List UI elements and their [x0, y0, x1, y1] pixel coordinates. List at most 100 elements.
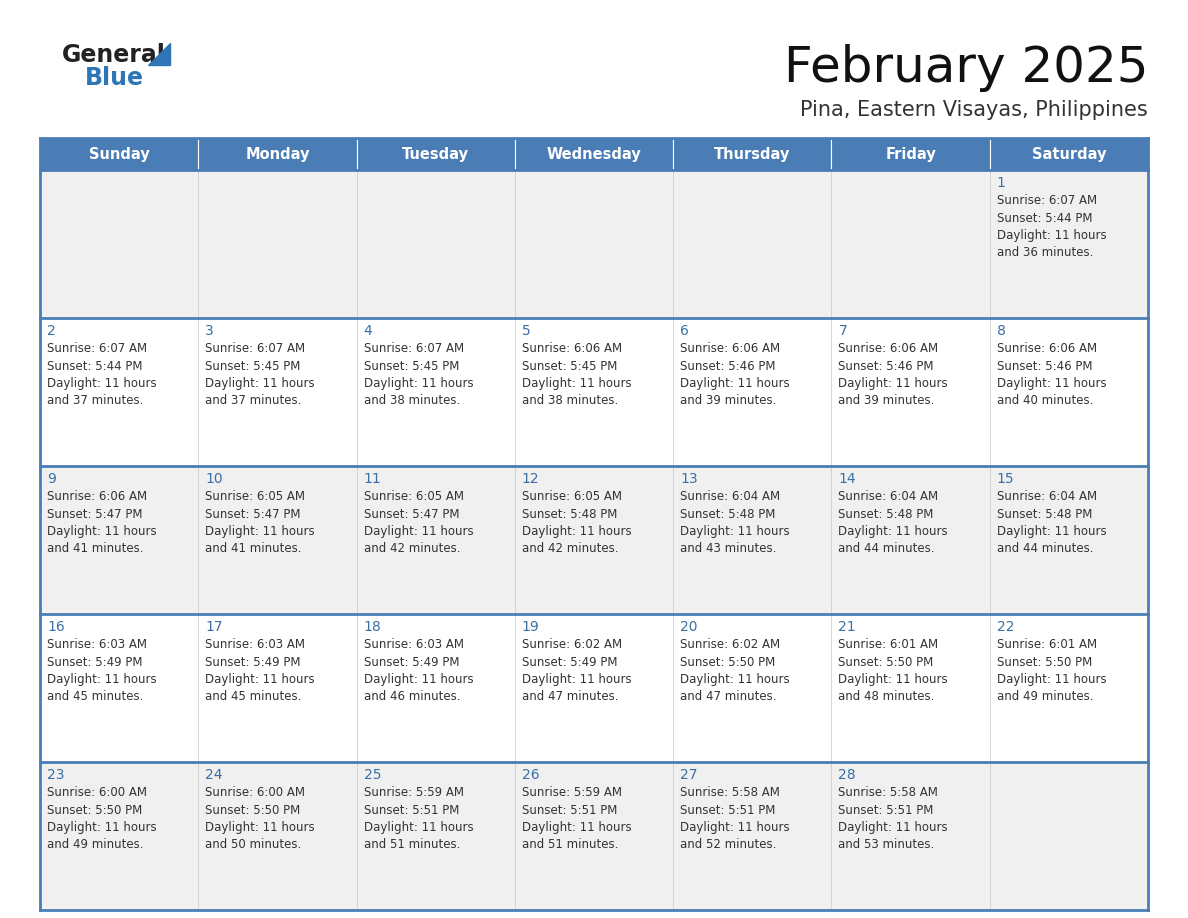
Text: Daylight: 11 hours: Daylight: 11 hours	[48, 821, 157, 834]
Text: 24: 24	[206, 768, 223, 782]
Text: 11: 11	[364, 472, 381, 486]
Text: and 45 minutes.: and 45 minutes.	[206, 690, 302, 703]
Text: 21: 21	[839, 620, 857, 634]
Text: and 44 minutes.: and 44 minutes.	[839, 543, 935, 555]
Text: Daylight: 11 hours: Daylight: 11 hours	[364, 821, 473, 834]
Text: Sunrise: 6:06 AM: Sunrise: 6:06 AM	[839, 342, 939, 355]
Bar	[990, 318, 1148, 466]
Bar	[990, 138, 1148, 170]
Text: Sunrise: 6:05 AM: Sunrise: 6:05 AM	[206, 490, 305, 503]
Text: Sunset: 5:50 PM: Sunset: 5:50 PM	[206, 803, 301, 816]
Text: Sunset: 5:45 PM: Sunset: 5:45 PM	[522, 360, 618, 373]
Text: Sunrise: 5:58 AM: Sunrise: 5:58 AM	[839, 786, 939, 799]
Text: and 53 minutes.: and 53 minutes.	[839, 838, 935, 852]
Text: Sunrise: 5:58 AM: Sunrise: 5:58 AM	[681, 786, 781, 799]
Text: and 51 minutes.: and 51 minutes.	[522, 838, 618, 852]
Bar	[990, 762, 1148, 910]
Bar	[990, 170, 1148, 318]
Text: Sunrise: 6:05 AM: Sunrise: 6:05 AM	[364, 490, 463, 503]
Text: Daylight: 11 hours: Daylight: 11 hours	[364, 525, 473, 538]
Text: 23: 23	[48, 768, 64, 782]
Text: 1: 1	[997, 176, 1005, 190]
Bar	[198, 170, 356, 318]
Text: and 45 minutes.: and 45 minutes.	[48, 690, 144, 703]
Text: Sunrise: 6:04 AM: Sunrise: 6:04 AM	[681, 490, 781, 503]
Text: Sunrise: 6:03 AM: Sunrise: 6:03 AM	[206, 638, 305, 651]
Text: and 41 minutes.: and 41 minutes.	[48, 543, 144, 555]
Text: and 39 minutes.: and 39 minutes.	[681, 395, 777, 408]
Text: Sunrise: 6:04 AM: Sunrise: 6:04 AM	[997, 490, 1097, 503]
Bar	[514, 614, 674, 762]
Text: 15: 15	[997, 472, 1015, 486]
Text: Sunset: 5:48 PM: Sunset: 5:48 PM	[522, 508, 618, 521]
Text: 22: 22	[997, 620, 1015, 634]
Bar	[40, 318, 198, 466]
Text: and 49 minutes.: and 49 minutes.	[48, 838, 144, 852]
Text: Sunset: 5:49 PM: Sunset: 5:49 PM	[206, 655, 301, 668]
Text: 7: 7	[839, 324, 847, 338]
Text: and 46 minutes.: and 46 minutes.	[364, 690, 460, 703]
Bar	[198, 318, 356, 466]
Text: 4: 4	[364, 324, 372, 338]
Text: Daylight: 11 hours: Daylight: 11 hours	[681, 673, 790, 686]
Text: Daylight: 11 hours: Daylight: 11 hours	[206, 673, 315, 686]
Text: Sunrise: 6:07 AM: Sunrise: 6:07 AM	[48, 342, 147, 355]
Text: and 43 minutes.: and 43 minutes.	[681, 543, 777, 555]
Text: Sunset: 5:49 PM: Sunset: 5:49 PM	[364, 655, 459, 668]
Text: and 42 minutes.: and 42 minutes.	[522, 543, 619, 555]
Text: Daylight: 11 hours: Daylight: 11 hours	[206, 525, 315, 538]
Text: 17: 17	[206, 620, 223, 634]
Text: Sunset: 5:48 PM: Sunset: 5:48 PM	[997, 508, 1092, 521]
Text: 20: 20	[681, 620, 697, 634]
Text: 27: 27	[681, 768, 697, 782]
Bar	[356, 762, 514, 910]
Bar	[356, 466, 514, 614]
Text: 28: 28	[839, 768, 857, 782]
Text: Sunset: 5:50 PM: Sunset: 5:50 PM	[997, 655, 1092, 668]
Text: Daylight: 11 hours: Daylight: 11 hours	[48, 377, 157, 390]
Text: Daylight: 11 hours: Daylight: 11 hours	[839, 377, 948, 390]
Text: Daylight: 11 hours: Daylight: 11 hours	[839, 525, 948, 538]
Bar	[356, 318, 514, 466]
Text: Sunset: 5:50 PM: Sunset: 5:50 PM	[681, 655, 776, 668]
Text: and 41 minutes.: and 41 minutes.	[206, 543, 302, 555]
Text: and 38 minutes.: and 38 minutes.	[364, 395, 460, 408]
Text: 9: 9	[48, 472, 56, 486]
Text: Friday: Friday	[885, 147, 936, 162]
Text: Daylight: 11 hours: Daylight: 11 hours	[681, 821, 790, 834]
Text: and 52 minutes.: and 52 minutes.	[681, 838, 777, 852]
Text: Sunset: 5:51 PM: Sunset: 5:51 PM	[681, 803, 776, 816]
Text: Sunset: 5:46 PM: Sunset: 5:46 PM	[681, 360, 776, 373]
Text: Daylight: 11 hours: Daylight: 11 hours	[522, 525, 632, 538]
Text: 13: 13	[681, 472, 697, 486]
Text: Sunrise: 6:07 AM: Sunrise: 6:07 AM	[997, 194, 1097, 207]
Text: Sunrise: 6:06 AM: Sunrise: 6:06 AM	[997, 342, 1097, 355]
Bar	[832, 614, 990, 762]
Text: 18: 18	[364, 620, 381, 634]
Text: Sunset: 5:50 PM: Sunset: 5:50 PM	[48, 803, 143, 816]
Bar	[832, 762, 990, 910]
Text: Sunset: 5:47 PM: Sunset: 5:47 PM	[206, 508, 301, 521]
Text: Sunset: 5:45 PM: Sunset: 5:45 PM	[364, 360, 459, 373]
Text: Sunset: 5:49 PM: Sunset: 5:49 PM	[48, 655, 143, 668]
Bar	[990, 466, 1148, 614]
Text: Sunrise: 6:01 AM: Sunrise: 6:01 AM	[997, 638, 1097, 651]
Text: Sunset: 5:50 PM: Sunset: 5:50 PM	[839, 655, 934, 668]
Text: Sunset: 5:48 PM: Sunset: 5:48 PM	[839, 508, 934, 521]
Text: Sunrise: 6:01 AM: Sunrise: 6:01 AM	[839, 638, 939, 651]
Text: Sunset: 5:47 PM: Sunset: 5:47 PM	[364, 508, 459, 521]
Text: Daylight: 11 hours: Daylight: 11 hours	[997, 377, 1106, 390]
Text: Daylight: 11 hours: Daylight: 11 hours	[206, 377, 315, 390]
Text: Daylight: 11 hours: Daylight: 11 hours	[681, 525, 790, 538]
Bar	[198, 466, 356, 614]
Text: Sunrise: 5:59 AM: Sunrise: 5:59 AM	[364, 786, 463, 799]
Text: Saturday: Saturday	[1031, 147, 1106, 162]
Text: and 39 minutes.: and 39 minutes.	[839, 395, 935, 408]
Bar	[674, 138, 832, 170]
Text: Sunrise: 6:03 AM: Sunrise: 6:03 AM	[48, 638, 147, 651]
Text: Sunrise: 6:07 AM: Sunrise: 6:07 AM	[206, 342, 305, 355]
Text: and 37 minutes.: and 37 minutes.	[206, 395, 302, 408]
Text: Sunset: 5:51 PM: Sunset: 5:51 PM	[364, 803, 459, 816]
Bar	[356, 170, 514, 318]
Text: Sunset: 5:46 PM: Sunset: 5:46 PM	[839, 360, 934, 373]
